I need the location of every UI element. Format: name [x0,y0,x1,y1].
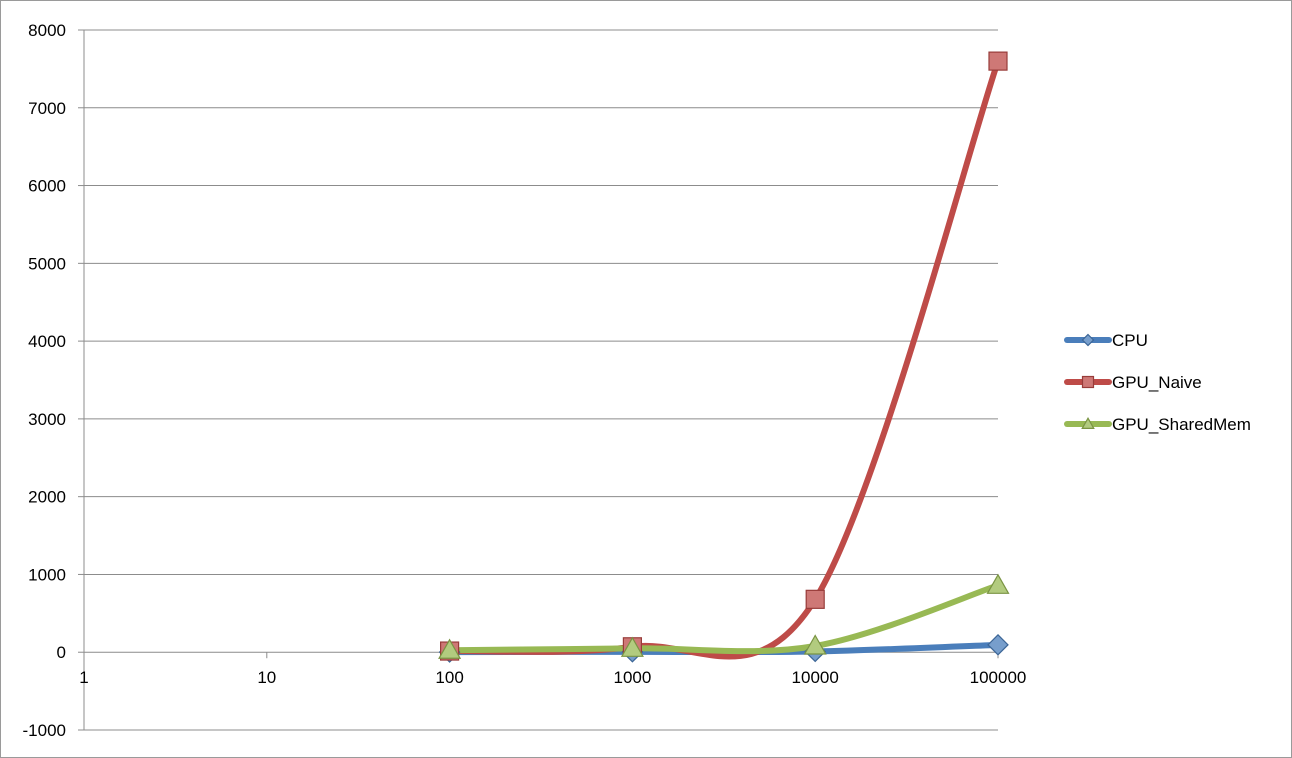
data-point-gpu-sharedmem [438,638,462,659]
data-point-gpu-sharedmem [986,573,1010,594]
x-tick-label: 10000 [792,668,839,687]
legend-label-gpu-naive: GPU_Naive [1112,373,1202,392]
x-tick-label: 100 [435,668,463,687]
legend-marker-cpu [1081,333,1095,347]
y-tick-label: 7000 [28,99,66,118]
y-tick-label: -1000 [23,721,66,740]
y-tick-label: 1000 [28,565,66,584]
series-markers [438,51,1010,663]
legend-label-cpu: CPU [1112,331,1148,350]
axes: -1000 0 1000 2000 3000 4000 5000 6000 7000 8000 1 1… [23,21,1027,740]
y-tick-label: 3000 [28,410,66,429]
x-tick-label: 100000 [970,668,1027,687]
gridlines [84,29,998,731]
y-tick-label: 4000 [28,332,66,351]
data-point-gpu-sharedmem [620,636,644,657]
y-tick-label: 6000 [28,177,66,196]
series-line-gpu-naive [446,58,1001,660]
series-line-gpu-sharedmem [446,582,1001,655]
x-tick-label: 1 [79,668,88,687]
data-point-gpu-naive [805,589,825,609]
x-tick-label: 1000 [613,668,651,687]
legend-marker-gpu-naive [1081,375,1095,389]
x-tick-label: 10 [257,668,276,687]
legend-marker-gpu-sharedmem [1081,417,1095,429]
data-point-gpu-naive [988,51,1008,71]
data-point-cpu [987,633,1009,656]
legend: CPU GPU_Naive GPU_SharedMem [1064,331,1251,434]
y-tick-label: 0 [57,643,66,662]
y-tick-label: 2000 [28,488,66,507]
y-tick-label: 5000 [28,254,66,273]
series-lines [446,58,1001,660]
legend-label-gpu-sharedmem: GPU_SharedMem [1112,415,1251,434]
y-tick-label: 8000 [28,21,66,40]
data-point-gpu-sharedmem [803,634,827,655]
